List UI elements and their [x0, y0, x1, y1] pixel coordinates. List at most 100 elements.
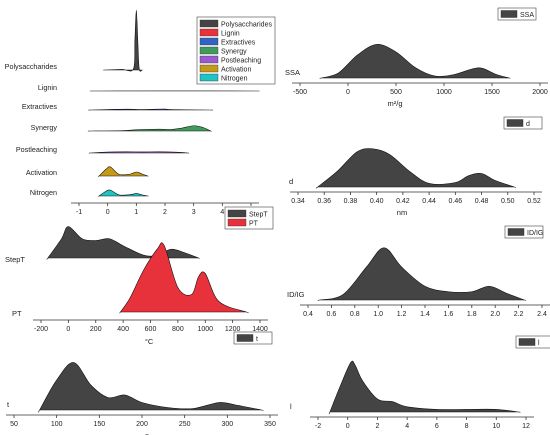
id_ig-tick-label: 0.6: [327, 311, 337, 318]
d-tick-label: 0.50: [501, 198, 515, 205]
ssa-tick-label: 2000: [532, 89, 548, 96]
temp-tick-label: 1000: [197, 326, 213, 333]
ridge-synergy: [87, 125, 212, 132]
l-tick-label: 8: [465, 423, 469, 430]
ridge-postleaching: [88, 151, 190, 154]
d-tick-label: 0.44: [422, 198, 436, 205]
id_ig-tick-label: 0.8: [350, 311, 360, 318]
l-ylabel: l: [290, 402, 292, 411]
l-tick-label: 2: [375, 423, 379, 430]
ridge-legend-label: Nitrogen: [221, 76, 248, 83]
d-panel: 0.34 0.36 0.38 0.40 0.42 0.44 0.46 0.48 0.50 0.52…: [289, 116, 543, 217]
ssa-tick-label: 1000: [436, 89, 452, 96]
ridge-legend-label: Synergy: [221, 49, 247, 56]
ridge-panel: Polysaccharides Lignin Extractives Synergy P…: [5, 9, 276, 216]
id_ig-tick-label: 0.4: [303, 311, 313, 318]
ridge-activation: [98, 166, 149, 177]
t-tick-label: 250: [179, 421, 191, 428]
temp-legend-label: PT: [249, 221, 259, 228]
d-tick-label: 0.42: [396, 198, 410, 205]
temp-tick-label: 1400: [252, 326, 268, 333]
l-tick-label: -2: [315, 423, 321, 430]
ridge-label-activation: Activation: [26, 168, 57, 177]
temp-tick-label: 0: [66, 326, 70, 333]
l-tick-label: 10: [492, 423, 500, 430]
ridge-legend-swatch: [199, 55, 219, 64]
ridge-t: [38, 362, 264, 413]
ridge-label-polysaccharides: Polysaccharides: [5, 62, 58, 71]
ssa-tick-label: 500: [390, 89, 402, 96]
ridge-legend-swatch: [199, 64, 219, 73]
ridge-label-synergy: Synergy: [31, 123, 58, 132]
id_ig-tick-label: 2.0: [490, 311, 500, 318]
ridge-ssa: [319, 44, 511, 79]
t-tick-label: 350: [264, 421, 276, 428]
d-legend-swatch: [506, 119, 524, 127]
ridge-tick-label: -1: [76, 209, 82, 216]
t-xlabel: s: [145, 431, 149, 435]
d-tick-label: 0.36: [317, 198, 331, 205]
d-tick-label: 0.52: [527, 198, 541, 205]
ridge-nitrogen: [98, 189, 149, 197]
temperature-panel: StepT PT -200 0 200 400 600 800 1000 1200 1400 °C St…: [5, 206, 274, 346]
ssa-tick-label: -500: [293, 89, 307, 96]
ridge-l: [328, 360, 521, 415]
ridge-legend-label: Lignin: [221, 31, 240, 38]
d-xlabel: nm: [397, 208, 407, 217]
ridge-tick-label: 3: [192, 209, 196, 216]
ridge-tick-label: 1: [134, 209, 138, 216]
ridge-legend-swatch: [199, 37, 219, 46]
ridge-label-nitrogen: Nitrogen: [30, 188, 57, 197]
l-legend-swatch: [518, 338, 536, 346]
ridge-polysaccharides: [103, 9, 143, 72]
t-ylabel: t: [7, 400, 10, 409]
ssa-tick-label: 0: [346, 89, 350, 96]
d-tick-label: 0.46: [449, 198, 463, 205]
temp-legend-swatch: [227, 209, 247, 218]
ridge-tick-label: 0: [106, 209, 110, 216]
id_ig-legend-label: ID/IG: [527, 230, 543, 237]
ridge-label-extractives: Extractives: [22, 102, 58, 111]
id_ig-tick-label: 1.2: [397, 311, 407, 318]
temp-tick-label: 600: [145, 326, 157, 333]
l-legend-label: l: [538, 340, 540, 347]
t-legend-label: t: [256, 336, 258, 343]
d-tick-label: 0.48: [475, 198, 489, 205]
ridge-legend-swatch: [199, 19, 219, 28]
id_ig-tick-label: 1.8: [467, 311, 477, 318]
ridge-legend-label: Polysaccharides: [221, 22, 272, 29]
ridge-pt: [119, 242, 249, 314]
id_ig-tick-label: 2.4: [537, 311, 547, 318]
ridge-legend-swatch: [199, 46, 219, 55]
ridge-label-postleaching: Postleaching: [16, 145, 57, 154]
ridge-stept: [46, 226, 200, 260]
id_ig-tick-label: 1.4: [420, 311, 430, 318]
ridge-id_ig: [317, 247, 527, 301]
l-tick-label: 0: [346, 423, 350, 430]
temp-xlabel: °C: [145, 337, 154, 346]
temp-legend-swatch: [227, 218, 247, 227]
l-xlabel: A: [423, 433, 428, 435]
t-legend-swatch: [236, 334, 254, 342]
ridge-legend-label: Activation: [221, 67, 251, 74]
d-tick-label: 0.38: [344, 198, 358, 205]
ridge-extractives: [88, 108, 214, 111]
id_ig-panel: 0.4 0.6 0.8 1.0 1.2 1.4 1.6 1.8 2.0 2.2 2.4 ID/IG ID…: [287, 225, 550, 318]
temp-label-pt: PT: [12, 309, 22, 318]
ssa-legend-swatch: [500, 10, 518, 18]
ssa-ylabel: SSA: [285, 68, 300, 77]
l-tick-label: 6: [435, 423, 439, 430]
l-tick-label: 4: [405, 423, 409, 430]
ssa-legend-label: SSA: [520, 12, 534, 19]
t-tick-label: 100: [51, 421, 63, 428]
temp-tick-label: -200: [34, 326, 48, 333]
t-tick-label: 200: [136, 421, 148, 428]
id_ig-tick-label: 2.2: [514, 311, 524, 318]
id_ig-ylabel: ID/IG: [287, 290, 305, 299]
id_ig-tick-label: 1.6: [444, 311, 454, 318]
d-ylabel: d: [289, 177, 293, 186]
ridge-label-lignin: Lignin: [38, 83, 57, 92]
temp-tick-label: 200: [90, 326, 102, 333]
temp-label-stept: StepT: [5, 255, 25, 264]
